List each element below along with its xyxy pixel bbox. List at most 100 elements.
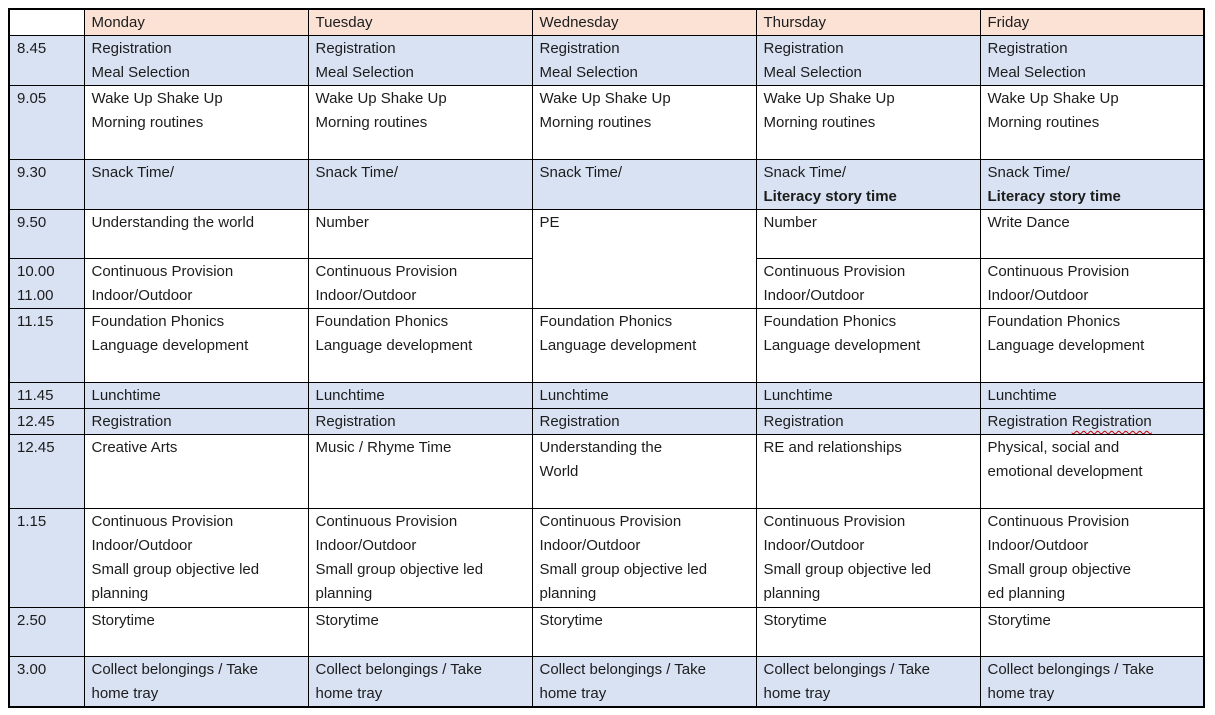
schedule-text: Literacy story time — [763, 188, 897, 205]
schedule-text: Meal Selection — [539, 64, 638, 81]
schedule-text: Continuous Provision — [315, 263, 458, 280]
timetable-row: 2.50 Storytime Storytime Storytime Storytime… — [8, 607, 1205, 657]
timetable-row: 12.45 Creative Arts Music / Rhyme Time Unde… — [8, 434, 1205, 509]
schedule-text: Number — [315, 214, 369, 231]
schedule-text: Lunchtime — [315, 387, 385, 404]
schedule-cell: Number — [307, 209, 533, 259]
time-label: 8.45 — [17, 40, 47, 57]
schedule-text: Number — [763, 214, 817, 231]
schedule-cell: Music / Rhyme Time — [307, 434, 533, 509]
schedule-text: Indoor/Outdoor — [763, 287, 865, 304]
time-label: 9.50 — [17, 214, 47, 231]
schedule-text: Indoor/Outdoor — [315, 537, 417, 554]
schedule-cell: Foundation Phonics Language development — [83, 308, 309, 383]
schedule-text: Wake Up Shake Up — [91, 90, 223, 107]
schedule-text: Registration — [763, 413, 844, 430]
schedule-cell: Lunchtime — [83, 382, 309, 409]
schedule-text: RE and relationships — [763, 439, 902, 456]
schedule-cell: Physical, social and emotional developmen… — [979, 434, 1205, 509]
schedule-text: Collect belongings / Take — [539, 661, 707, 678]
schedule-text: Storytime — [539, 612, 603, 629]
schedule-cell: Snack Time/Literacy story time — [755, 159, 981, 210]
schedule-cell: Continuous Provision Indoor/Outdoor — [979, 258, 1205, 309]
schedule-cell: Storytime — [755, 607, 981, 657]
timetable-row: 9.30 Snack Time/Snack Time/Snack Time/Sna… — [8, 159, 1205, 210]
schedule-cell: Wake Up Shake Up Morning routines — [307, 85, 533, 160]
schedule-text: Storytime — [91, 612, 155, 629]
schedule-cell: Registration Meal Selection — [307, 35, 533, 86]
schedule-cell: Storytime — [979, 607, 1205, 657]
time-label: 12.45 — [17, 413, 55, 430]
schedule-text: Music / Rhyme Time — [315, 439, 452, 456]
schedule-text: Continuous Provision — [91, 263, 234, 280]
schedule-text: Morning routines — [315, 114, 428, 131]
time-cell: 12.45 — [8, 408, 85, 435]
schedule-cell: RE and relationships — [755, 434, 981, 509]
schedule-cell: Storytime — [307, 607, 533, 657]
schedule-text: Foundation Phonics — [315, 313, 449, 330]
schedule-text: Wake Up Shake Up — [763, 90, 895, 107]
day-header-friday: Friday — [979, 8, 1205, 36]
timetable-row: 10.00 11.00 Continuous Provision Indoor/Out… — [8, 258, 1205, 309]
day-header-monday: Monday — [83, 8, 309, 36]
schedule-text: Snack Time/ — [315, 164, 399, 181]
schedule-text: Indoor/Outdoor — [91, 537, 193, 554]
time-label: 11.00 — [17, 287, 54, 304]
day-header-tuesday: Tuesday — [307, 8, 533, 36]
schedule-cell: Registration Meal Selection — [531, 35, 757, 86]
schedule-text: Registration Registration — [988, 410, 1198, 434]
schedule-text: planning — [539, 585, 597, 602]
schedule-cell: Continuous Provision Indoor/Outdoor Small … — [531, 508, 757, 608]
schedule-cell: Wake Up Shake Up Morning routines — [979, 85, 1205, 160]
schedule-cell: Continuous Provision Indoor/Outdoor Small … — [755, 508, 981, 608]
schedule-text: Indoor/Outdoor — [763, 537, 865, 554]
timetable-row: 3.00 Collect belongings / Take home tray Co… — [8, 656, 1205, 708]
schedule-cell: Understanding the world — [83, 209, 309, 259]
schedule-text: Continuous Provision — [987, 513, 1130, 530]
schedule-text: Meal Selection — [315, 64, 414, 81]
schedule-cell: Continuous Provision Indoor/Outdoor — [307, 258, 533, 309]
schedule-text: Morning routines — [91, 114, 204, 131]
schedule-text: Meal Selection — [91, 64, 190, 81]
schedule-cell: Storytime — [83, 607, 309, 657]
schedule-text: Understanding the — [539, 439, 663, 456]
schedule-text: Physical, social and — [987, 439, 1120, 456]
schedule-text: Continuous Provision — [763, 513, 906, 530]
schedule-cell: Continuous Provision Indoor/Outdoor Small … — [307, 508, 533, 608]
time-label: 11.45 — [17, 387, 54, 404]
schedule-text: Registration — [539, 413, 620, 430]
time-cell: 2.50 — [8, 607, 85, 657]
schedule-text: Continuous Provision — [539, 513, 682, 530]
timetable-row: 12.45 Registration Registration Registratio… — [8, 408, 1205, 435]
schedule-text: Continuous Provision — [315, 513, 458, 530]
day-header-wednesday: Wednesday — [531, 8, 757, 36]
schedule-text: World — [539, 463, 579, 480]
schedule-cell: Registration Meal Selection — [979, 35, 1205, 86]
header-row: Monday Tuesday Wednesday Thursday Friday — [8, 8, 1205, 36]
schedule-text: ed planning — [987, 585, 1066, 602]
schedule-cell: Collect belongings / Take home tray — [531, 656, 757, 708]
schedule-text: Registration — [539, 40, 620, 57]
schedule-text: home tray — [315, 685, 383, 702]
time-cell: 11.15 — [8, 308, 85, 383]
schedule-text: Small group objective led — [315, 561, 484, 578]
schedule-text: home tray — [91, 685, 159, 702]
schedule-text: Collect belongings / Take — [763, 661, 931, 678]
schedule-cell: Registration — [83, 408, 309, 435]
schedule-text: Wake Up Shake Up — [539, 90, 671, 107]
schedule-cell: Snack Time/ — [531, 159, 757, 210]
schedule-text: Lunchtime — [539, 387, 609, 404]
schedule-text: Snack Time/ — [91, 164, 175, 181]
schedule-text: Registration — [91, 413, 172, 430]
schedule-text: Lunchtime — [91, 387, 161, 404]
schedule-text: Write Dance — [987, 214, 1070, 231]
time-label: 3.00 — [17, 661, 47, 678]
day-header-thursday: Thursday — [755, 8, 981, 36]
schedule-cell: Collect belongings / Take home tray — [755, 656, 981, 708]
schedule-text: home tray — [987, 685, 1055, 702]
schedule-text: Understanding the world — [91, 214, 255, 231]
corner-cell — [8, 8, 85, 36]
time-cell: 10.00 11.00 — [8, 258, 85, 309]
schedule-text: Foundation Phonics — [91, 313, 225, 330]
schedule-text: Registration — [315, 40, 396, 57]
